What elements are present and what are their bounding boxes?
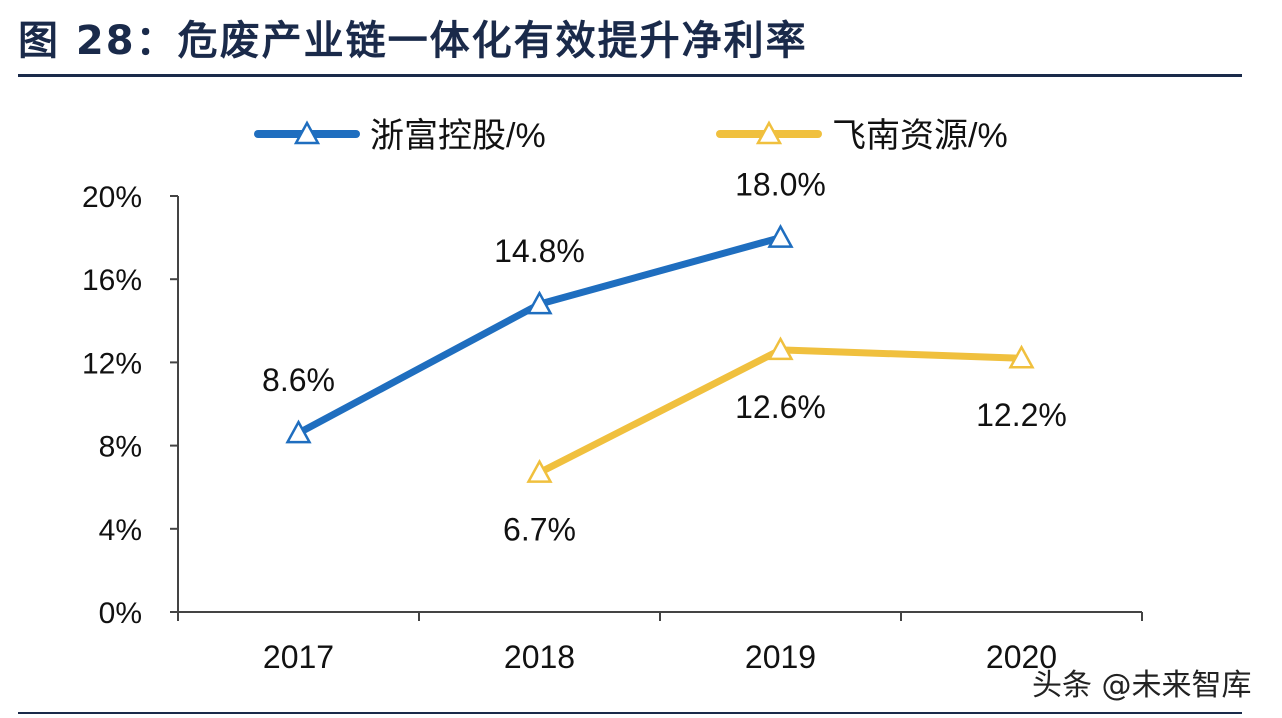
data-label: 12.2% [976,397,1067,433]
data-point [526,459,553,483]
title-divider [18,74,1242,77]
figure-title: 图 28：危废产业链一体化有效提升净利率 [18,18,808,64]
data-label: 12.6% [735,389,826,425]
legend-label: 飞南资源/% [832,117,1008,155]
legend-marker-icon [755,120,783,145]
data-point [767,224,794,248]
y-tick-label: 12% [82,347,142,380]
data-label: 14.8% [494,233,585,269]
watermark: 头条 @未来智库 [1032,668,1252,703]
legend-marker-icon [293,120,321,145]
y-tick-label: 16% [82,264,142,297]
data-point [767,336,794,361]
legend-label: 浙富控股/% [370,117,546,155]
data-label: 18.0% [735,167,826,203]
y-tick-label: 4% [99,514,142,547]
y-tick-label: 0% [99,597,142,630]
x-tick-label: 2020 [986,639,1057,675]
x-tick-label: 2018 [504,639,575,675]
x-tick-label: 2019 [745,639,816,675]
y-tick-label: 20% [82,181,142,214]
y-tick-label: 8% [99,431,142,464]
data-label: 8.6% [262,362,335,398]
data-point [526,290,553,315]
data-point [1008,344,1035,369]
bottom-divider [18,712,1242,714]
data-point [285,419,312,444]
data-label: 6.7% [503,512,576,548]
x-tick-label: 2017 [263,639,334,675]
